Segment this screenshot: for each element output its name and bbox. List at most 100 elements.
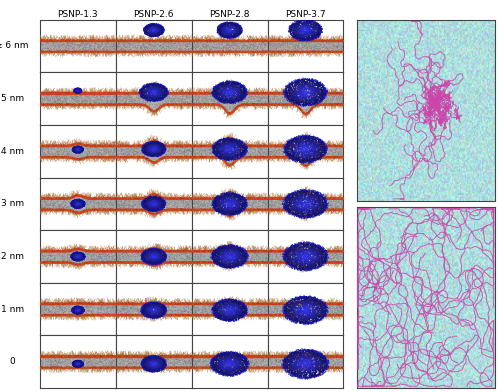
Point: [210, 303, 218, 310]
Point: [286, 363, 294, 369]
Point: [146, 33, 154, 39]
Point: [244, 205, 252, 211]
Point: [244, 195, 252, 201]
Point: [293, 258, 301, 264]
Point: [192, 309, 200, 315]
Point: [126, 196, 134, 203]
Point: [95, 89, 103, 95]
Point: [221, 138, 229, 144]
Point: [148, 252, 156, 258]
Point: [280, 248, 288, 254]
Point: [288, 361, 296, 367]
Point: [102, 365, 110, 371]
Point: [213, 93, 221, 99]
Point: [152, 24, 160, 30]
Point: [262, 354, 270, 360]
Point: [266, 92, 274, 98]
Point: [154, 138, 162, 145]
Point: [178, 38, 186, 44]
Point: [284, 310, 292, 316]
Point: [312, 354, 320, 361]
Point: [304, 254, 312, 260]
Point: [70, 145, 78, 151]
Point: [152, 354, 160, 360]
Point: [109, 353, 117, 359]
Point: [226, 370, 234, 376]
Point: [198, 360, 205, 367]
Point: [140, 357, 147, 363]
Point: [232, 368, 240, 374]
Point: [151, 93, 159, 99]
Point: [292, 43, 300, 49]
Point: [147, 255, 155, 261]
Point: [326, 151, 334, 157]
Point: [208, 154, 216, 160]
Point: [44, 207, 52, 213]
Point: [66, 200, 74, 206]
Point: [142, 88, 150, 94]
Point: [141, 151, 149, 157]
Point: [54, 251, 62, 257]
Point: [64, 142, 72, 149]
Point: [300, 372, 308, 378]
Point: [69, 312, 77, 319]
Point: [251, 361, 259, 367]
Point: [228, 98, 235, 104]
Point: [204, 301, 212, 307]
Point: [166, 312, 174, 318]
Point: [318, 101, 326, 107]
Point: [225, 200, 233, 207]
Point: [230, 138, 238, 144]
Point: [304, 299, 312, 305]
Point: [326, 300, 334, 307]
Point: [53, 37, 61, 43]
Point: [108, 352, 116, 359]
Point: [189, 310, 197, 316]
Point: [224, 28, 232, 34]
Point: [126, 354, 134, 360]
Point: [212, 151, 220, 158]
Point: [335, 303, 343, 309]
Point: [290, 89, 298, 96]
Point: [286, 93, 294, 99]
Point: [338, 93, 345, 99]
Point: [240, 205, 248, 211]
Point: [234, 83, 242, 89]
Point: [306, 133, 314, 140]
Point: [220, 141, 228, 147]
Point: [126, 151, 134, 157]
Point: [158, 45, 166, 51]
Point: [233, 312, 241, 319]
Point: [159, 143, 167, 149]
Point: [208, 86, 216, 92]
Point: [96, 259, 104, 265]
Point: [74, 210, 82, 216]
Point: [320, 303, 328, 309]
Point: [156, 248, 164, 254]
Point: [230, 263, 238, 270]
Point: [309, 317, 317, 323]
Point: [281, 301, 289, 308]
Point: [198, 152, 205, 158]
Point: [220, 300, 228, 306]
Point: [295, 260, 303, 267]
Point: [176, 305, 184, 312]
Point: [103, 249, 111, 255]
Point: [36, 360, 44, 366]
Point: [204, 207, 212, 213]
Point: [330, 89, 338, 96]
Point: [145, 355, 153, 361]
Point: [296, 243, 304, 249]
Point: [222, 253, 230, 260]
Point: [328, 197, 336, 203]
Point: [335, 312, 343, 318]
Point: [185, 203, 193, 209]
Point: [250, 195, 258, 201]
Point: [202, 248, 209, 254]
Point: [216, 45, 224, 51]
Point: [300, 188, 308, 194]
Point: [324, 195, 332, 201]
Point: [238, 204, 246, 210]
Point: [228, 42, 235, 49]
Point: [265, 249, 273, 256]
